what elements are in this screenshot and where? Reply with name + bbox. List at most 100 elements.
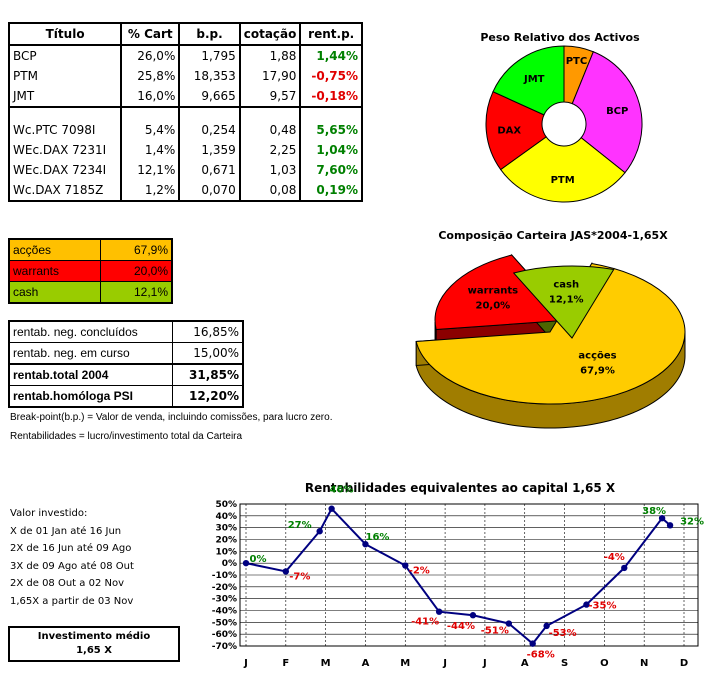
- breakpoint-note: Break-point(b.p.) = Valor de venda, incl…: [10, 412, 333, 423]
- cell-bp: 1,795: [179, 45, 241, 66]
- series-point: [282, 568, 290, 575]
- returns-value: 31,85%: [189, 368, 239, 382]
- x-tick-label: F: [282, 658, 289, 669]
- table-row: Wc.PTC 7098I 5,4% 0,254 0,48 5,65%: [9, 107, 362, 140]
- returns-table: rentab. neg. concluídos 16,85% rentab. neg…: [8, 320, 244, 408]
- donut-slice-bcp: [571, 51, 643, 174]
- point-label: -41%: [411, 617, 439, 628]
- point-label: 46%: [330, 485, 354, 496]
- returns-row: rentab. neg. concluídos 16,85%: [9, 321, 243, 343]
- series-point: [402, 562, 409, 569]
- header-cart: % Cart: [121, 23, 181, 45]
- donut-slice-dax: [485, 91, 547, 171]
- returns-value: 12,20%: [189, 389, 239, 403]
- cell-cart: 26,0%: [121, 45, 181, 66]
- series-point: [362, 541, 369, 548]
- point-label: -53%: [549, 628, 577, 639]
- cell-rent: 5,65%: [316, 123, 358, 137]
- cell-cart: 1,4%: [121, 140, 181, 160]
- table-row: PTM 25,8% 18,353 17,90 -0,75%: [9, 66, 362, 86]
- pie3d-slice-cash: [512, 265, 615, 339]
- x-tick-label: S: [561, 658, 568, 669]
- allocation-value: 20,0%: [133, 264, 168, 278]
- series-point: [469, 612, 477, 619]
- series-point: [435, 608, 443, 615]
- returns-label: rentab.total 2004: [9, 364, 173, 386]
- cell-titulo: JMT: [9, 86, 123, 107]
- average-investment-box: Investimento médio 1,65 X: [8, 626, 180, 662]
- table-row: JMT 16,0% 9,665 9,57 -0,18%: [9, 86, 362, 107]
- series-point: [666, 522, 674, 529]
- returns-label: rentab. neg. em curso: [9, 342, 173, 364]
- header-bp: b.p.: [179, 23, 241, 45]
- series-point: [328, 505, 335, 512]
- cell-titulo: WEc.DAX 7234I: [9, 160, 123, 180]
- returns-label: rentab. neg. concluídos: [9, 321, 173, 343]
- pie3d-slice-label: acções: [578, 350, 616, 361]
- x-tick-label: J: [243, 658, 248, 669]
- cell-cotacao: 1,88: [239, 45, 302, 66]
- allocation-table: acções 67,9% warrants 20,0% cash 12,1%: [8, 238, 173, 304]
- x-tick-label: M: [400, 658, 410, 669]
- header-rent: rent.p.: [308, 27, 355, 41]
- header-cotacao: cotação: [239, 23, 302, 45]
- donut-slice-ptm: [499, 136, 626, 203]
- y-tick-label: -60%: [212, 630, 237, 640]
- y-tick-label: -40%: [212, 607, 237, 617]
- cell-bp: 9,665: [179, 86, 241, 107]
- y-tick-label: -30%: [212, 595, 237, 605]
- header-titulo: Título: [9, 23, 123, 45]
- cell-titulo: WEc.DAX 7231I: [9, 140, 123, 160]
- point-label: 0%: [250, 554, 267, 565]
- pie3d-slice-warrants: [434, 254, 572, 331]
- series-point: [316, 528, 323, 535]
- returns-row: rentab.total 2004 31,85%: [9, 364, 243, 386]
- x-tick-label: A: [362, 658, 370, 669]
- point-label: -68%: [527, 650, 555, 661]
- y-tick-label: 40%: [215, 512, 237, 522]
- point-label: 16%: [365, 532, 389, 543]
- table-row: WEc.DAX 7234I 12,1% 0,671 1,03 7,60%: [9, 160, 362, 180]
- average-investment-title: Investimento médio: [37, 631, 151, 642]
- point-label: -51%: [481, 626, 509, 637]
- returns-value: 16,85%: [193, 325, 239, 339]
- line-chart-title: Rentabilidades equivalentes ao capital 1…: [305, 481, 616, 495]
- y-tick-label: 20%: [215, 536, 237, 546]
- allocation-label: acções: [9, 239, 102, 261]
- y-tick-label: 50%: [215, 500, 237, 510]
- allocation-label: cash: [9, 281, 102, 303]
- point-label: -35%: [588, 601, 616, 612]
- donut-chart-title: Peso Relativo dos Activos: [480, 31, 640, 44]
- series-point: [543, 622, 550, 630]
- x-tick-label: D: [680, 658, 688, 669]
- x-tick-label: A: [521, 658, 529, 669]
- donut-slice-label: DAX: [497, 125, 521, 136]
- x-tick-label: J: [482, 658, 487, 669]
- series-point: [583, 601, 590, 608]
- cell-cart: 5,4%: [121, 107, 181, 140]
- positions-table: Título % Cart b.p. cotação rent.p. BCP 26…: [8, 22, 363, 202]
- cell-rent: 1,44%: [316, 49, 358, 63]
- point-label: -44%: [447, 621, 475, 632]
- pie3d-slice-value: 12,1%: [549, 294, 584, 305]
- cell-titulo: PTM: [9, 66, 123, 86]
- cell-cart: 16,0%: [121, 86, 181, 107]
- cell-cotacao: 9,57: [239, 86, 302, 107]
- donut-slice-label: BCP: [606, 106, 628, 117]
- returns-row: rentab. neg. em curso 15,00%: [9, 342, 243, 364]
- allocation-label: warrants: [9, 260, 102, 282]
- cell-bp: 0,254: [179, 107, 241, 140]
- y-tick-label: 30%: [215, 524, 237, 534]
- point-label: 32%: [680, 516, 704, 527]
- cell-bp: 0,070: [179, 180, 241, 201]
- cell-cotacao: 17,90: [239, 66, 302, 86]
- y-tick-label: -20%: [212, 583, 237, 593]
- series-point: [658, 515, 666, 522]
- cell-rent: -0,18%: [311, 89, 358, 103]
- returns-label: rentab.homóloga PSI: [9, 385, 173, 407]
- table-row: Wc.DAX 7185Z 1,2% 0,070 0,08 0,19%: [9, 180, 362, 201]
- cell-cotacao: 2,25: [239, 140, 302, 160]
- cell-cotacao: 0,48: [239, 107, 302, 140]
- cell-rent: -0,75%: [311, 69, 358, 83]
